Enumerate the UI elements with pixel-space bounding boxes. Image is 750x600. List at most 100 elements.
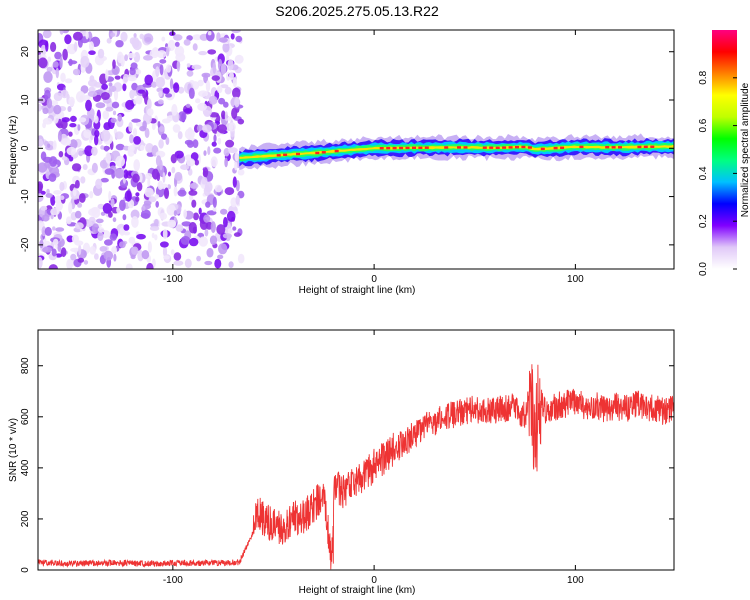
noise-blob [211,141,217,147]
noise-blob [165,47,170,57]
noise-blob [66,146,77,156]
noise-blob [218,37,228,43]
noise-blob [102,110,110,120]
noise-blob [161,133,168,140]
noise-blob [80,55,90,68]
noise-blob [230,197,237,208]
noise-blob [127,199,135,209]
snr-y-ticks: 0 200 400 600 800 [20,357,674,573]
noise-blob [217,124,227,134]
noise-blob [233,232,241,237]
noise-blob [131,118,141,123]
noise-blob [113,253,117,262]
noise-blob [55,201,64,211]
noise-blob [72,187,77,197]
noise-blob [231,30,241,34]
noise-blob [70,253,77,261]
noise-blob [122,83,127,92]
noise-blob [156,87,164,93]
noise-blob [160,241,169,248]
noise-blob [59,195,65,200]
track-peak [521,145,526,149]
noise-blob [89,41,94,51]
noise-blob [69,123,77,128]
noise-blob [85,31,89,40]
noise-blob [229,71,234,81]
noise-blob [222,42,230,53]
noise-blob [232,226,237,231]
noise-blob [141,250,150,260]
track-peak [502,146,507,149]
noise-blob [92,223,100,235]
noise-blob [151,122,156,131]
noise-blob [100,211,106,216]
noise-blob [232,176,237,188]
noise-blob [220,208,228,215]
noise-blob [155,155,162,167]
track-peak [399,146,404,150]
colorbar-scale [712,30,737,269]
track-peak [405,146,410,150]
noise-blob [186,158,196,167]
noise-blob [175,224,184,232]
noise-blob [58,151,64,158]
spectrogram-y-tick-label: 10 [20,94,31,106]
noise-blob [100,145,105,150]
noise-blob [66,235,74,243]
noise-blob [71,163,82,172]
noise-blob [177,189,187,197]
noise-blob [100,129,111,142]
track-peak [386,146,391,150]
noise-blob [212,62,217,74]
track-peak [560,146,565,149]
noise-blob [94,129,100,138]
noise-blob [60,247,67,258]
noise-blob [166,204,176,216]
noise-blob [177,131,183,140]
track-peak [637,145,642,149]
noise-blob [140,144,145,151]
noise-blob [207,49,217,55]
noise-blob [52,140,57,151]
noise-blob [230,33,235,40]
spectrogram-x-tick-label: 0 [371,274,377,285]
noise-blob [77,124,81,131]
noise-blob [144,74,153,86]
noise-blob [133,98,138,105]
noise-blob [201,176,208,185]
noise-blob [224,86,232,95]
noise-blob [88,50,96,55]
noise-blob [180,164,190,170]
snr-panel: -100 0 100 0 200 400 600 800 Height of straigh… [8,329,675,596]
colorbar: 0.0 0.2 0.4 0.6 0.8 Normalized spectral ampl… [698,30,750,276]
noise-blob [209,235,218,245]
noise-blob [169,78,174,90]
track-peak [283,153,288,156]
spectrogram-y-tick-label: -20 [20,237,31,252]
noise-blob [66,216,72,225]
track-peak [321,151,326,154]
noise-blob [74,41,78,52]
noise-blob [202,124,212,133]
noise-blob [208,95,218,105]
noise-blob [115,143,125,151]
noise-blob [152,168,159,180]
track-peak [508,146,513,149]
noise-blob [114,131,124,140]
noise-blob [41,226,47,237]
noise-blob [105,106,114,112]
snr-y-axis-label: SNR (10 * v/v) [8,418,19,482]
noise-blob [167,171,172,177]
noise-blob [234,161,238,171]
noise-blob [48,264,58,269]
snr-y-tick-label: 600 [20,408,31,425]
noise-blob [89,246,96,255]
track-peak [611,146,616,149]
noise-blob [85,99,92,112]
noise-blob [234,151,239,162]
noise-blob [136,233,146,240]
noise-blob [231,107,238,120]
noise-blob [106,38,112,44]
